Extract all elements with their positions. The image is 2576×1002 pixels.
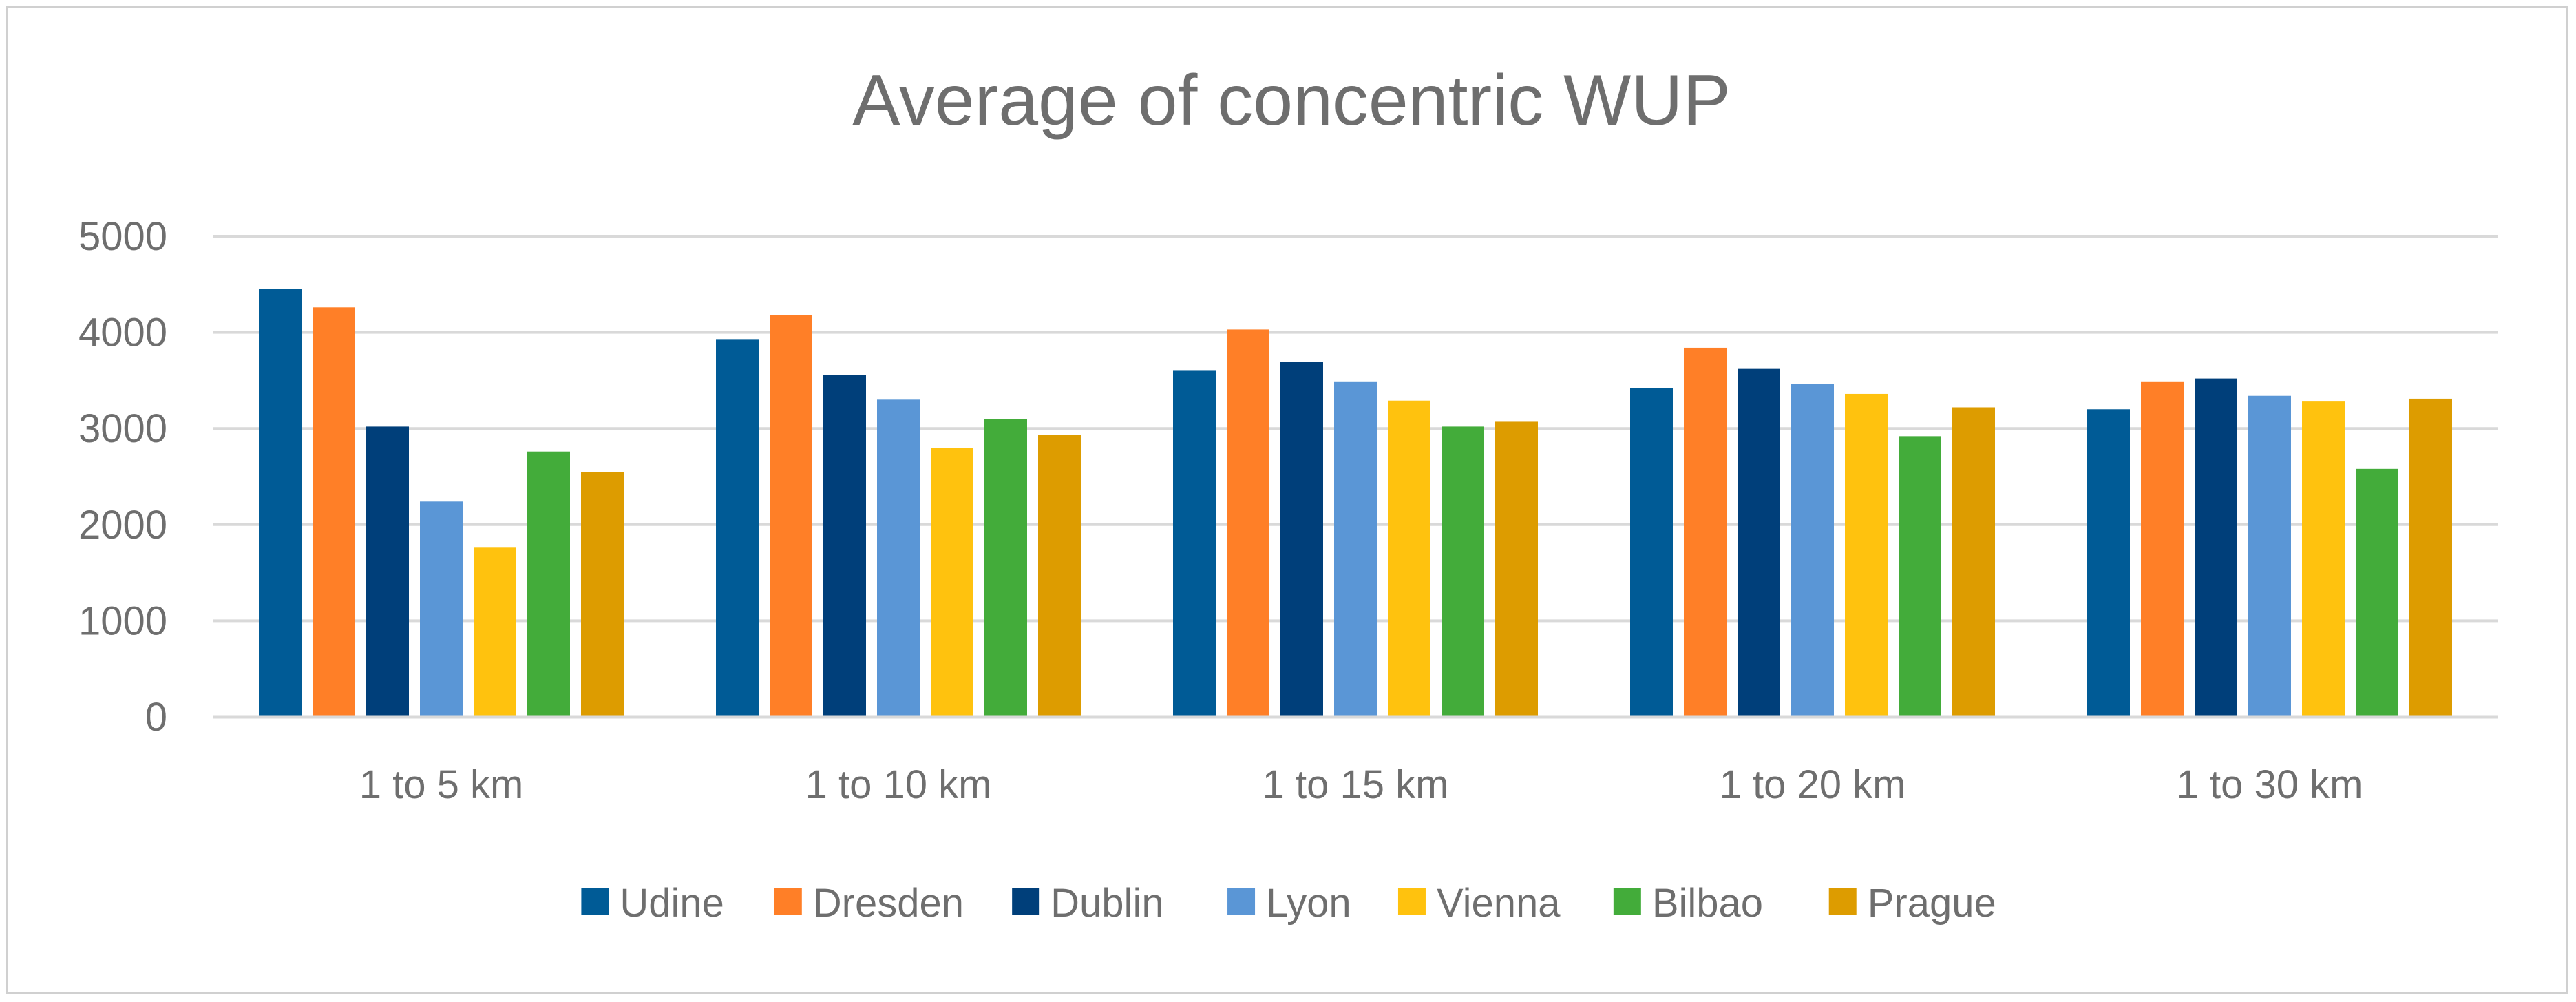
y-tick-label: 0: [145, 695, 167, 740]
bar-vienna: [931, 448, 973, 717]
bar-vienna: [474, 547, 516, 717]
legend-swatch: [1227, 888, 1256, 915]
x-tick-label: 1 to 5 km: [359, 762, 524, 807]
bar-udine: [2087, 409, 2130, 717]
bar-dublin: [1738, 368, 1780, 717]
bar-lyon: [420, 501, 463, 717]
bar-udine: [1630, 388, 1673, 717]
legend-swatch: [1012, 888, 1040, 915]
chart-title: Average of concentric WUP: [852, 61, 1731, 140]
legend-label: Prague: [1868, 881, 1996, 926]
legend-label: Udine: [620, 881, 724, 926]
x-tick-label: 1 to 30 km: [2177, 762, 2363, 807]
bar-dublin: [2195, 378, 2237, 717]
legend-item-prague: Prague: [1828, 881, 1996, 926]
legend-swatch: [581, 888, 609, 915]
bar-udine: [716, 339, 759, 717]
legend-item-lyon: Lyon: [1227, 881, 1351, 926]
bar-dresden: [770, 315, 812, 717]
bar-lyon: [2248, 395, 2291, 717]
bar-chart: Average of concentric WUP 0 1000 2000 3000 4…: [78, 61, 2498, 926]
legend-label: Dresden: [813, 881, 964, 926]
bar-dresden: [2141, 381, 2184, 717]
bar-prague: [1952, 407, 1995, 717]
bar-dresden: [1684, 347, 1727, 717]
bar-prague: [1495, 421, 1538, 717]
legend-swatch: [1613, 888, 1641, 915]
bar-vienna: [1388, 400, 1430, 717]
x-axis-tick-labels: 1 to 5 km 1 to 10 km 1 to 15 km 1 to 20 km 1…: [359, 762, 2363, 807]
bar-prague: [1038, 435, 1081, 717]
y-axis-tick-labels: 0 1000 2000 3000 4000 5000: [78, 214, 167, 740]
bar-dublin: [823, 375, 866, 717]
legend-swatch: [1828, 888, 1857, 915]
bar-dresden: [1227, 329, 1269, 717]
y-tick-label: 1000: [78, 598, 167, 643]
bars: [259, 289, 2452, 718]
legend-item-vienna: Vienna: [1397, 881, 1561, 926]
y-tick-label: 4000: [78, 311, 167, 355]
bar-bilbao: [1899, 436, 1941, 717]
legend-item-dresden: Dresden: [774, 881, 964, 926]
bar-dublin: [1280, 362, 1323, 717]
bar-bilbao: [984, 419, 1027, 717]
bar-bilbao: [1442, 426, 1484, 717]
legend-swatch: [1397, 888, 1426, 915]
legend-swatch: [774, 888, 802, 915]
legend-label: Dublin: [1051, 881, 1163, 926]
legend-item-bilbao: Bilbao: [1613, 881, 1763, 926]
legend-label: Bilbao: [1652, 881, 1763, 926]
bar-lyon: [1791, 384, 1834, 717]
bar-udine: [1173, 370, 1216, 717]
legend: Udine Dresden Dublin Lyon Vienna Bilbao Prague: [581, 881, 1996, 926]
bar-lyon: [1334, 381, 1377, 717]
legend-label: Lyon: [1266, 881, 1351, 926]
bar-vienna: [1845, 393, 1888, 717]
bar-udine: [259, 289, 302, 717]
x-tick-label: 1 to 10 km: [805, 762, 992, 807]
bar-prague: [581, 472, 624, 717]
chart-frame: Average of concentric WUP 0 1000 2000 3000 4…: [6, 6, 2568, 994]
y-tick-label: 2000: [78, 503, 167, 547]
bar-dublin: [366, 426, 409, 717]
x-tick-label: 1 to 20 km: [1720, 762, 1906, 807]
legend-item-dublin: Dublin: [1012, 881, 1164, 926]
bar-bilbao: [527, 451, 570, 717]
y-tick-label: 5000: [78, 214, 167, 259]
bar-dresden: [313, 307, 355, 718]
y-tick-label: 3000: [78, 406, 167, 451]
legend-item-udine: Udine: [581, 881, 724, 926]
bar-prague: [2409, 398, 2452, 717]
x-tick-label: 1 to 15 km: [1263, 762, 1449, 807]
legend-label: Vienna: [1437, 881, 1561, 926]
bar-vienna: [2302, 401, 2345, 717]
bar-bilbao: [2356, 468, 2398, 717]
bar-lyon: [877, 399, 920, 717]
